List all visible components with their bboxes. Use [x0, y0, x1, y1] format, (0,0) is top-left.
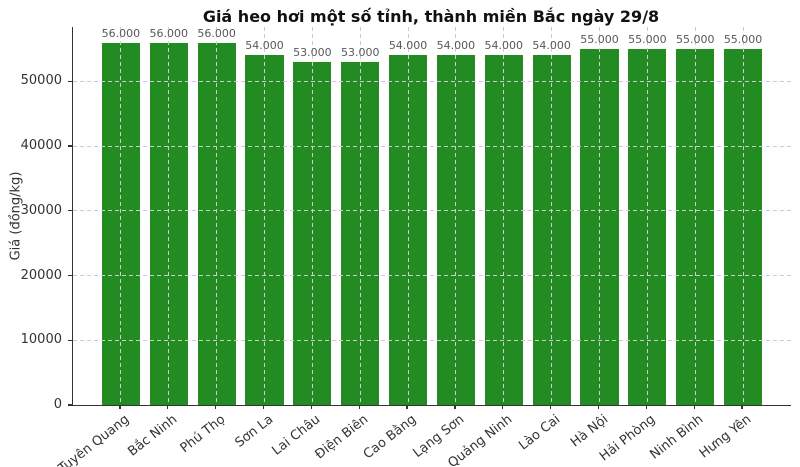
- x-tick-mark: [262, 405, 265, 409]
- v-gridline: [551, 27, 553, 405]
- x-tick-mark: [358, 405, 360, 409]
- v-gridline: [216, 27, 218, 405]
- v-gridline: [503, 27, 505, 405]
- y-tick-mark: [68, 404, 72, 406]
- h-gridline: [73, 145, 791, 147]
- x-tick-mark: [597, 405, 600, 409]
- bar-value-label: 54.000: [436, 39, 476, 53]
- x-tick-mark: [645, 405, 647, 409]
- v-gridline: [455, 27, 457, 405]
- v-gridline: [646, 27, 648, 405]
- x-tick-mark: [502, 405, 504, 409]
- v-gridline: [407, 27, 409, 405]
- h-gridline: [73, 210, 791, 212]
- y-tick-label: 0: [53, 397, 62, 412]
- bar-value-label: 53.000: [340, 45, 380, 59]
- h-gridline: [73, 80, 791, 82]
- y-tick-mark: [68, 145, 72, 147]
- y-tick-label: 20000: [20, 267, 62, 283]
- y-tick-label: 50000: [20, 73, 62, 89]
- bar-value-label: 54.000: [388, 39, 428, 53]
- x-tick-mark: [310, 405, 312, 409]
- bar-value-label: 56.000: [197, 26, 236, 40]
- v-gridline: [168, 27, 170, 405]
- plot-area: 56.000 56.000 56.000 54.000 53.000 53.000 54.0…: [72, 27, 791, 406]
- bar-value-label: 56.000: [101, 26, 141, 40]
- bar-value-label: 55.000: [580, 33, 619, 46]
- v-gridline: [120, 27, 122, 405]
- x-tick-mark: [741, 405, 743, 409]
- v-gridline: [599, 27, 600, 405]
- x-tick-mark: [693, 405, 695, 409]
- y-tick-mark: [68, 80, 72, 82]
- x-tick-mark: [550, 405, 552, 409]
- bar-value-label: 54.000: [245, 39, 284, 53]
- y-tick-label: 10000: [20, 332, 62, 348]
- bar-value-label: 56.000: [149, 26, 189, 40]
- x-tick-mark: [406, 405, 408, 409]
- bar-value-label: 54.000: [484, 39, 524, 53]
- bar-value-label: 54.000: [532, 39, 571, 53]
- x-tick-mark: [119, 405, 121, 409]
- v-gridline: [359, 27, 361, 405]
- y-tick-label: 40000: [20, 138, 62, 154]
- x-tick-mark: [215, 405, 217, 409]
- x-tick-mark: [454, 405, 456, 409]
- v-gridline: [742, 27, 744, 405]
- y-tick-mark: [68, 274, 72, 277]
- x-tick-mark: [167, 405, 169, 409]
- v-gridline: [694, 27, 696, 405]
- v-gridline: [311, 27, 313, 405]
- bar-value-label: 55.000: [628, 33, 667, 46]
- bar-value-label: 53.000: [293, 45, 332, 59]
- y-tick-mark: [68, 210, 72, 212]
- h-gridline: [73, 339, 791, 341]
- y-tick-mark: [68, 339, 72, 341]
- bar-value-label: 55.000: [723, 33, 763, 46]
- y-tick-label: 30000: [20, 202, 62, 218]
- chart-title: Giá heo hơi một số tỉnh, thành miền Bắc …: [202, 7, 660, 26]
- bar-value-label: 55.000: [675, 33, 715, 46]
- v-gridline: [264, 27, 265, 405]
- h-gridline: [73, 275, 791, 277]
